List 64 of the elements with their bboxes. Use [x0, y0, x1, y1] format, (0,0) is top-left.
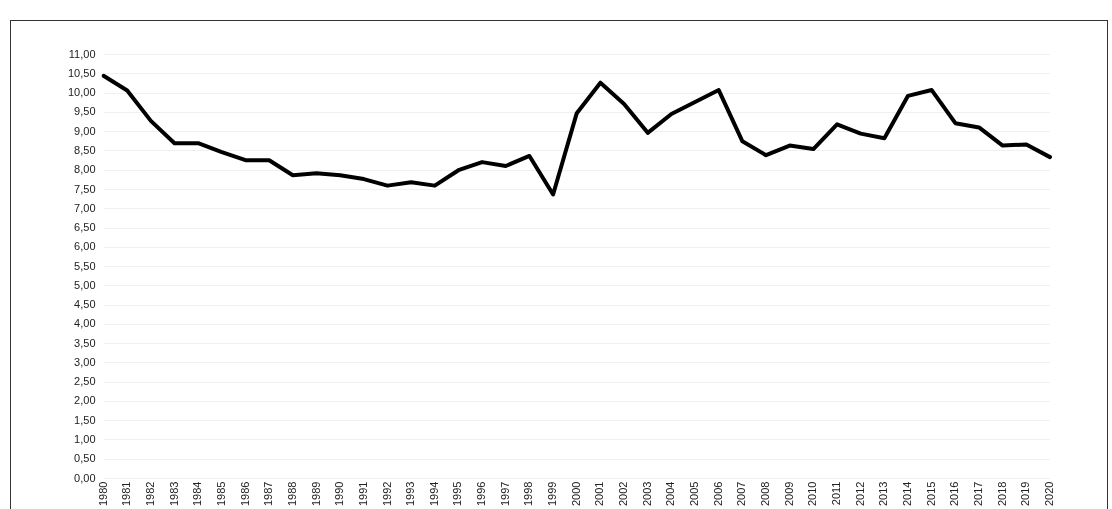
- x-tick-label: 1981: [120, 481, 133, 507]
- x-tick-label: 1999: [546, 481, 559, 507]
- y-tick-label: 3,00: [74, 355, 96, 368]
- y-tick-label: 5,50: [74, 259, 96, 272]
- y-tick-label: 0,50: [74, 452, 96, 465]
- x-tick-label: 2000: [569, 481, 582, 507]
- x-tick-label: 1984: [191, 481, 204, 507]
- y-tick-label: 0,00: [74, 471, 96, 484]
- y-tick-label: 6,00: [74, 240, 96, 253]
- x-tick-label: 2008: [759, 481, 772, 507]
- x-tick-label: 2013: [877, 481, 890, 507]
- x-tick-label: 2014: [901, 481, 914, 507]
- x-tick-label: 2007: [735, 481, 748, 507]
- x-tick-label: 1988: [285, 481, 298, 507]
- x-tick-label: 2004: [664, 481, 677, 507]
- y-tick-label: 3,50: [74, 336, 96, 349]
- x-tick-label: 1994: [427, 481, 440, 507]
- x-tick-label: 1989: [309, 481, 322, 507]
- x-tick-label: 1998: [522, 481, 535, 507]
- y-tick-label: 4,00: [74, 317, 96, 330]
- x-tick-label: 2009: [782, 481, 795, 507]
- y-tick-label: 10,50: [68, 66, 96, 79]
- x-tick-label: 2002: [617, 481, 630, 507]
- y-tick-label: 1,50: [74, 413, 96, 426]
- x-tick-label: 1996: [475, 481, 488, 507]
- x-tick-label: 2018: [995, 481, 1008, 507]
- y-tick-label: 2,50: [74, 375, 96, 388]
- x-tick-label: 1986: [238, 481, 251, 507]
- x-tick-label: 2019: [1019, 481, 1032, 507]
- x-tick-label: 2012: [853, 481, 866, 507]
- x-tick-label: 1980: [96, 481, 109, 507]
- x-tick-label: 2006: [711, 481, 724, 507]
- x-tick-label: 2003: [640, 481, 653, 507]
- x-tick-label: 2010: [806, 481, 819, 507]
- y-tick-label: 1,00: [74, 433, 96, 446]
- y-tick-label: 8,50: [74, 143, 96, 156]
- x-tick-label: 1992: [380, 481, 393, 507]
- y-tick-label: 8,00: [74, 163, 96, 176]
- x-tick-label: 2005: [688, 481, 701, 507]
- y-tick-label: 7,00: [74, 201, 96, 214]
- y-tick-label: 5,00: [74, 278, 96, 291]
- x-tick-label: 2001: [593, 481, 606, 507]
- x-tick-label: 1995: [451, 481, 464, 507]
- x-tick-label: 2016: [948, 481, 961, 507]
- x-tick-label: 1983: [167, 481, 180, 507]
- x-tick-label: 2011: [830, 481, 843, 506]
- y-tick-label: 10,00: [68, 86, 96, 99]
- y-tick-label: 9,00: [74, 124, 96, 137]
- x-tick-label: 1982: [143, 481, 156, 507]
- x-tick-label: 1987: [262, 481, 275, 507]
- y-tick-label: 4,50: [74, 298, 96, 311]
- y-tick-label: 11,00: [68, 47, 96, 60]
- y-tick-label: 6,50: [74, 221, 96, 234]
- x-tick-label: 1993: [404, 481, 417, 507]
- x-tick-label: 1985: [214, 481, 227, 507]
- x-tick-label: 2020: [1043, 481, 1056, 507]
- x-tick-label: 2017: [972, 481, 985, 507]
- x-tick-label: 1990: [333, 481, 346, 507]
- x-tick-label: 2015: [924, 481, 937, 507]
- y-tick-label: 7,50: [74, 182, 96, 195]
- y-tick-label: 2,00: [74, 394, 96, 407]
- x-tick-label: 1997: [498, 481, 511, 507]
- y-tick-label: 9,50: [74, 105, 96, 118]
- x-tick-label: 1991: [356, 481, 369, 507]
